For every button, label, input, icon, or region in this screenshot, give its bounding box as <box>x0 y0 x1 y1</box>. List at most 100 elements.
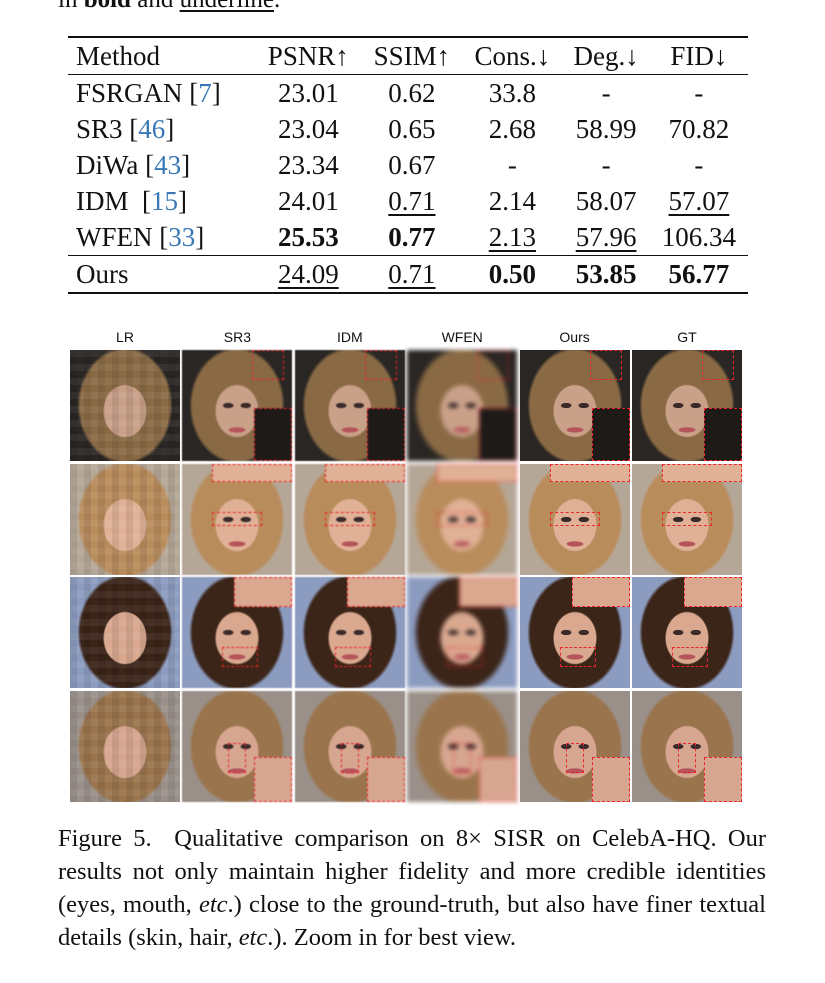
roi-box <box>334 647 371 667</box>
zoom-inset <box>571 577 630 607</box>
image-idm-row-3 <box>294 577 405 688</box>
table-row: FSRGAN [7] 23.01 0.62 33.8 - - <box>68 75 748 112</box>
column-label: IDM <box>336 329 363 345</box>
zoom-inset <box>479 756 518 802</box>
image-lr-row-4 <box>70 690 180 802</box>
image-ours-row-2 <box>519 463 630 575</box>
metric-cell: - <box>650 75 748 112</box>
zoom-inset <box>661 463 742 482</box>
metric-value: 57.07 <box>668 185 730 216</box>
roi-box <box>453 742 472 773</box>
image-wfen-row-4 <box>407 690 518 802</box>
metric-value: 0.71 <box>388 258 436 289</box>
image-grid <box>70 350 742 802</box>
metric-cell: 0.50 <box>462 256 562 294</box>
face-features <box>407 463 518 575</box>
text: . <box>274 0 280 13</box>
metric-value: 23.04 <box>277 113 339 144</box>
metric-cell: 0.71 <box>361 256 462 294</box>
roi-box <box>437 511 488 526</box>
metric-value: 2.68 <box>488 113 536 144</box>
metric-value: 24.01 <box>277 185 339 216</box>
image-lr-row-3 <box>70 577 180 688</box>
image-idm-row-1 <box>294 350 405 461</box>
metric-value: 0.50 <box>488 258 536 289</box>
metric-value: 0.65 <box>388 113 436 144</box>
metric-value: 53.85 <box>575 258 637 289</box>
method-label: Ours <box>76 258 129 289</box>
metric-value: 24.09 <box>277 258 339 289</box>
method-name: Ours <box>68 256 255 294</box>
metric-value: 70.82 <box>668 113 730 144</box>
zoom-inset <box>366 408 405 461</box>
spacer <box>123 114 130 144</box>
metric-cell: 24.01 <box>255 183 361 219</box>
roi-box <box>559 647 596 667</box>
metric-cell: 33.8 <box>462 75 562 112</box>
image-wfen-row-2 <box>407 463 518 575</box>
metric-value: - <box>601 149 611 180</box>
citation-link[interactable]: 43 <box>154 149 182 180</box>
image-gt-row-2 <box>631 463 742 575</box>
method-label: SR3 <box>76 113 123 144</box>
spacer <box>153 222 160 252</box>
face-features <box>631 463 742 575</box>
citation-link[interactable]: 7 <box>198 77 212 108</box>
citation-link[interactable]: 15 <box>151 185 178 216</box>
zoom-inset <box>437 463 518 482</box>
zoom-inset <box>591 756 630 802</box>
metric-cell: 2.13 <box>462 219 562 256</box>
caption-text: .) close to the ground-truth, but also h… <box>58 891 766 951</box>
pixelation-overlay <box>70 463 180 575</box>
metric-cell: 2.14 <box>462 183 562 219</box>
zoom-inset <box>212 463 293 482</box>
figure-5: LR SR3 IDM WFEN Ours GT <box>70 326 742 802</box>
metric-cell: 0.65 <box>361 111 462 147</box>
caption-label: Figure 5. <box>58 825 152 852</box>
citation-link[interactable]: 46 <box>138 113 166 144</box>
image-wfen-row-1 <box>407 350 518 461</box>
column-label: LR <box>116 329 134 345</box>
table-row: Ours 24.09 0.71 0.50 53.85 56.77 <box>68 255 748 294</box>
method-label: IDM <box>76 185 129 216</box>
metric-cell: 0.67 <box>361 147 462 183</box>
text: and <box>131 0 180 13</box>
image-lr-row-1 <box>70 350 180 461</box>
caption-etc: etc <box>198 891 228 918</box>
metric-value: - <box>507 149 517 180</box>
roi-box <box>565 742 584 773</box>
metric-value: 0.62 <box>388 77 436 108</box>
metric-cell: 58.07 <box>562 183 649 219</box>
image-sr3-row-3 <box>182 577 293 688</box>
results-table: Method PSNR↑ SSIM↑ Cons.↓ Deg.↓ FID↓ FSR… <box>68 36 748 294</box>
method-name: FSRGAN [7] <box>76 77 221 108</box>
metric-cell: 0.77 <box>361 219 462 256</box>
metric-cell: 56.77 <box>650 256 748 294</box>
metric-value: 2.13 <box>488 221 536 252</box>
zoom-inset <box>549 463 630 482</box>
column-labels: LR SR3 IDM WFEN Ours GT <box>70 326 742 350</box>
pixelation-overlay <box>70 690 180 802</box>
metric-cell: 57.07 <box>650 183 748 219</box>
roi-box <box>324 511 375 526</box>
metric-cell: 58.99 <box>562 111 649 147</box>
metric-cell: - <box>462 147 562 183</box>
metric-value: 2.14 <box>488 185 536 216</box>
citation-link[interactable]: 33 <box>168 221 196 252</box>
spacer <box>138 150 145 180</box>
header-method: Method <box>76 40 160 71</box>
metric-cell: 0.62 <box>361 75 462 112</box>
metric-value: 0.77 <box>388 221 436 252</box>
header-deg: Deg.↓ <box>573 40 639 71</box>
method-name: SR3 [46] <box>76 113 175 144</box>
image-gt-row-1 <box>631 350 742 461</box>
zoom-inset <box>479 408 518 461</box>
roi-box <box>228 742 247 773</box>
method-name: DiWa [43] <box>76 149 191 180</box>
zoom-inset <box>254 756 293 802</box>
zoom-inset <box>324 463 405 482</box>
metric-value: 58.99 <box>575 113 637 144</box>
metric-value: - <box>601 77 611 108</box>
image-idm-row-2 <box>294 463 405 575</box>
image-wfen-row-3 <box>407 577 518 688</box>
